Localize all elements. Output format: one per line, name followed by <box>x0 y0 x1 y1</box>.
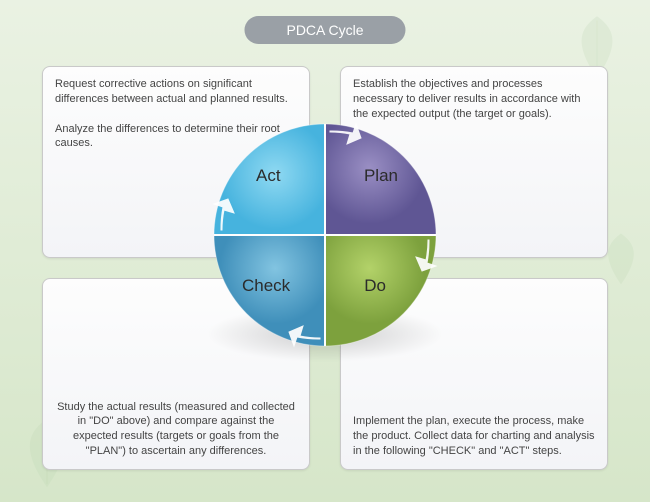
label-act: Act <box>256 166 281 186</box>
card-check-text: Study the actual results (measured and c… <box>55 400 297 459</box>
cycle-svg <box>212 122 438 348</box>
card-plan-text: Establish the objectives and processes n… <box>353 77 595 122</box>
page-title: PDCA Cycle <box>286 22 363 38</box>
title-pill: PDCA Cycle <box>244 16 405 44</box>
card-do-text: Implement the plan, execute the process,… <box>353 414 595 459</box>
label-check: Check <box>242 276 290 296</box>
pdca-circle: Act Plan Check Do <box>212 122 438 348</box>
label-do: Do <box>364 276 386 296</box>
label-plan: Plan <box>364 166 398 186</box>
